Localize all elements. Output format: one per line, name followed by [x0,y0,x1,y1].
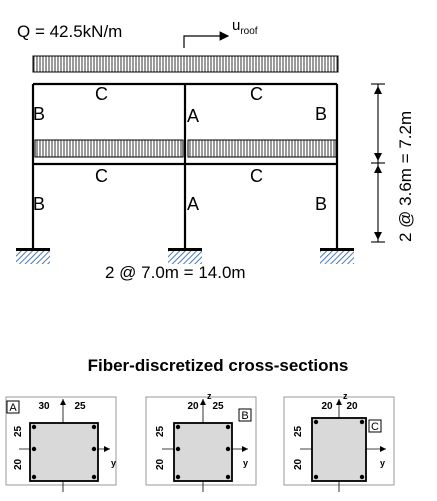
member-label: B [315,104,327,124]
svg-text:20: 20 [346,401,358,412]
cross-section-c: C 20 20 z y 25 20 [283,391,395,492]
svg-text:25: 25 [155,425,166,437]
svg-text:20: 20 [321,401,333,412]
svg-text:y: y [380,458,385,468]
roof-displacement-arrow [183,31,230,48]
frame-members [31,82,339,248]
svg-text:y: y [111,458,116,468]
floor-distributed-load-right [187,139,337,158]
member-label: B [315,194,327,214]
cross-section-a: A 30 25 y 25 20 [5,396,117,492]
svg-text:C: C [371,421,379,433]
member-label: A [187,194,199,214]
svg-text:25: 25 [212,401,224,412]
cross-section-b: B 20 25 z y 25 20 [145,391,257,492]
svg-text:z: z [343,391,348,401]
svg-text:25: 25 [74,401,86,412]
svg-text:25: 25 [293,425,304,437]
member-label: A [187,106,199,126]
height-label: 2 @ 3.6m = 7.2m [396,111,415,242]
svg-text:20: 20 [155,458,166,470]
member-label: B [33,104,45,124]
span-label: 2 @ 7.0m = 14.0m [105,263,246,282]
sections-title: Fiber-discretized cross-sections [88,356,349,375]
member-label: B [33,194,45,214]
member-label: C [95,84,108,104]
load-label: Q = 42.5kN/m [17,22,122,41]
svg-text:20: 20 [187,401,199,412]
svg-text:z: z [207,391,212,401]
svg-text:20: 20 [13,458,24,470]
svg-text:30: 30 [38,401,50,412]
svg-text:y: y [243,458,248,468]
member-label: C [250,166,263,186]
height-dimension [371,83,385,243]
floor-distributed-load-left [34,139,184,158]
roof-displacement-label: uroof [232,17,258,37]
svg-text:B: B [241,410,248,422]
fixed-supports [16,248,354,264]
roof-distributed-load [32,55,339,73]
member-label: C [95,166,108,186]
member-label: C [250,84,263,104]
svg-text:A: A [9,402,17,414]
svg-text:20: 20 [293,458,304,470]
svg-text:25: 25 [13,425,24,437]
